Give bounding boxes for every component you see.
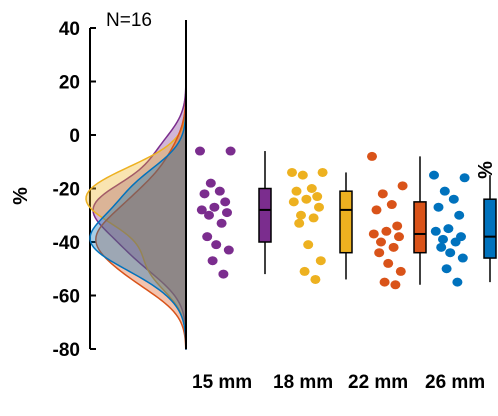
category-label: 15 mm bbox=[192, 372, 252, 393]
data-point bbox=[441, 264, 452, 274]
data-point bbox=[211, 240, 222, 250]
density-15-mm bbox=[92, 75, 187, 350]
data-point bbox=[429, 170, 439, 180]
box bbox=[258, 187, 272, 243]
density-26-mm bbox=[89, 76, 187, 350]
data-point bbox=[374, 248, 385, 258]
data-point bbox=[196, 205, 207, 215]
data-point bbox=[448, 194, 459, 204]
y-axis: 40 20 0 -20 -40 -60 -80 bbox=[53, 19, 96, 361]
category-labels: 15 mm 18 mm 22 mm 26 mm bbox=[192, 372, 485, 393]
data-point bbox=[377, 189, 388, 199]
data-point bbox=[452, 277, 463, 287]
data-point bbox=[367, 151, 377, 161]
data-point bbox=[371, 205, 382, 215]
y-tick-label: 20 bbox=[59, 73, 80, 94]
data-point bbox=[314, 202, 324, 212]
data-point bbox=[204, 210, 214, 220]
data-point bbox=[222, 208, 232, 218]
data-point bbox=[308, 213, 319, 223]
y-tick-label: 0 bbox=[69, 126, 80, 147]
data-point bbox=[303, 240, 314, 250]
y-tick-label: -60 bbox=[53, 287, 80, 308]
data-point bbox=[220, 197, 231, 207]
data-point bbox=[315, 256, 326, 266]
data-point bbox=[438, 234, 448, 244]
data-point bbox=[296, 210, 306, 220]
data-point bbox=[395, 266, 406, 276]
y-axis-label: % bbox=[10, 187, 32, 205]
data-point bbox=[317, 167, 328, 177]
data-point bbox=[218, 269, 229, 279]
data-point bbox=[301, 194, 312, 204]
box bbox=[413, 201, 427, 254]
scatter-points bbox=[195, 146, 470, 290]
y-tick-label: -20 bbox=[53, 180, 80, 201]
data-point bbox=[214, 186, 225, 196]
y-tick-label: -80 bbox=[53, 340, 80, 361]
category-label: 26 mm bbox=[425, 372, 485, 393]
density-plots bbox=[85, 75, 187, 350]
sample-size-annotation: N=16 bbox=[106, 10, 152, 31]
data-point bbox=[312, 192, 323, 202]
data-point bbox=[205, 178, 216, 188]
data-point bbox=[202, 232, 213, 242]
data-point bbox=[397, 181, 408, 191]
density-22-mm bbox=[95, 75, 187, 350]
data-point bbox=[207, 256, 218, 266]
data-point bbox=[306, 184, 317, 193]
data-point bbox=[439, 186, 450, 196]
data-point bbox=[433, 202, 444, 212]
data-point bbox=[223, 245, 234, 255]
data-point bbox=[209, 202, 220, 212]
data-point bbox=[310, 274, 321, 284]
data-point bbox=[459, 173, 470, 183]
data-point bbox=[379, 277, 390, 287]
data-point bbox=[291, 186, 302, 196]
box bbox=[339, 190, 353, 254]
data-point bbox=[299, 266, 310, 276]
data-point bbox=[199, 189, 210, 199]
data-point bbox=[381, 226, 392, 236]
data-point bbox=[297, 170, 308, 180]
box bbox=[483, 198, 497, 259]
data-point bbox=[445, 248, 456, 258]
data-point bbox=[436, 242, 447, 252]
right-axis-label: % bbox=[475, 161, 497, 179]
data-point bbox=[454, 210, 465, 220]
data-point bbox=[450, 237, 461, 247]
data-point bbox=[294, 218, 305, 228]
category-label: 22 mm bbox=[348, 372, 408, 393]
category-label: 18 mm bbox=[273, 372, 333, 393]
data-point bbox=[225, 146, 236, 156]
data-point bbox=[368, 229, 379, 239]
data-point bbox=[383, 258, 394, 268]
data-point bbox=[388, 242, 399, 252]
y-tick-label: -40 bbox=[53, 233, 80, 254]
data-point bbox=[457, 253, 468, 263]
data-point bbox=[195, 146, 205, 156]
box-plots bbox=[258, 151, 497, 285]
data-point bbox=[394, 232, 404, 242]
data-point bbox=[216, 218, 227, 228]
data-point bbox=[443, 224, 454, 234]
data-point bbox=[392, 221, 403, 231]
data-point bbox=[430, 226, 441, 236]
y-tick-label: 40 bbox=[59, 19, 80, 40]
data-point bbox=[288, 197, 299, 207]
data-point bbox=[287, 167, 297, 177]
data-point bbox=[390, 280, 401, 290]
data-point bbox=[386, 200, 397, 210]
data-point bbox=[376, 237, 386, 247]
